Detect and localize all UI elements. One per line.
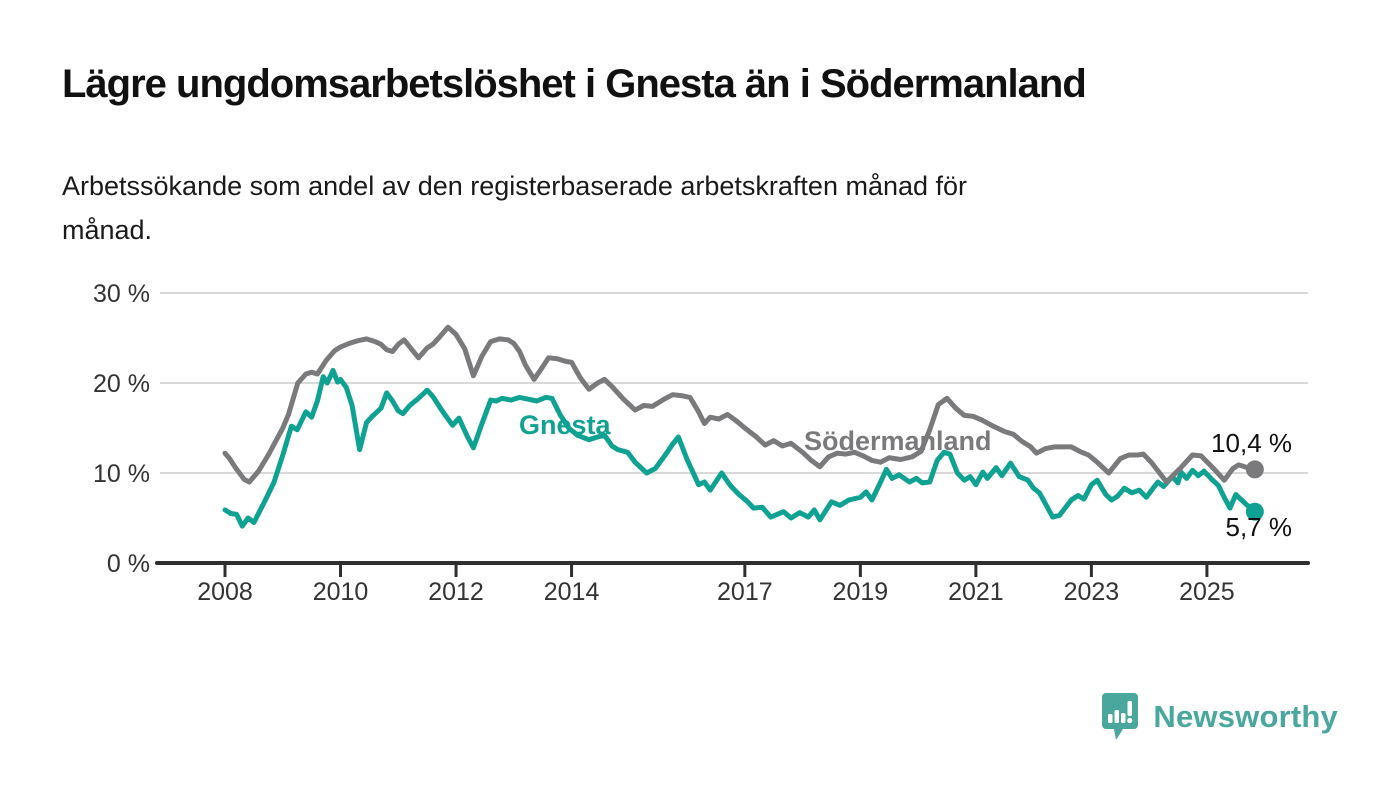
series-label-gnesta: Gnesta (519, 410, 612, 440)
end-value-label-gnesta: 5,7 % (1226, 512, 1293, 542)
x-axis-label-2023: 2023 (1064, 578, 1120, 606)
x-axis-label-2014: 2014 (544, 578, 600, 606)
bar-chart-speech-bubble-icon (1102, 693, 1139, 740)
x-axis-label-2017: 2017 (717, 578, 773, 606)
x-axis-label-2010: 2010 (313, 578, 369, 606)
series-line-gnesta (222, 367, 1258, 529)
end-dot-gnesta (1245, 502, 1264, 521)
subtitle-line-2: månad. (62, 215, 153, 245)
series-line-sdermanland (222, 324, 1258, 485)
end-dot-sdermanland (1245, 460, 1264, 479)
page-title: Lägre ungdomsarbetslöshet i Gnesta än i … (62, 62, 1087, 106)
end-value-label-sdermanland: 10,4 % (1211, 428, 1292, 458)
x-axis-label-2025: 2025 (1179, 578, 1235, 606)
x-axis-label-2012: 2012 (428, 578, 484, 606)
y-axis-label-20: 20 % (93, 370, 150, 398)
y-axis-label-0: 0 % (107, 550, 150, 578)
series-label-sdermanland: Södermanland (804, 426, 992, 456)
chart-subtitle: Arbetssökande som andel av den registerb… (62, 164, 1302, 252)
x-axis-label-2021: 2021 (948, 578, 1004, 606)
newsworthy-logo-text: Newsworthy (1153, 699, 1338, 734)
newsworthy-branding: Newsworthy (1101, 692, 1338, 742)
y-axis-label-30: 30 % (93, 280, 150, 308)
x-axis-label-2008: 2008 (197, 578, 253, 606)
y-axis-label-10: 10 % (93, 460, 150, 488)
x-axis-label-2019: 2019 (833, 578, 889, 606)
subtitle-line-1: Arbetssökande som andel av den registerb… (62, 171, 968, 201)
